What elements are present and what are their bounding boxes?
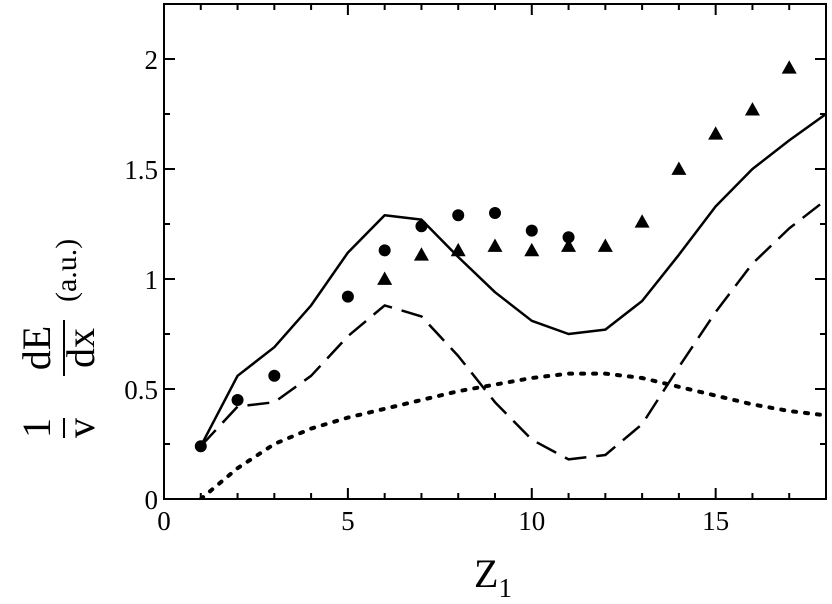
triangle-marker [413,247,429,261]
y-tick-label: 1.5 [124,155,158,185]
y-label-frac1-num: 1 [14,418,59,438]
circle-marker [452,209,465,222]
y-axis-label: 1 v dE dx (a.u.) [14,239,103,438]
triangle-marker [524,242,540,257]
x-tick-label: 10 [518,506,545,536]
triangle-marker [487,238,503,252]
triangle-marker [597,238,613,252]
tick-labels: 0 5 10 15 0 0.5 1 1.5 2 [124,45,729,536]
x-tick-label: 0 [157,506,171,536]
circle-marker [268,369,281,382]
x-axis-label: Z1 [474,551,512,603]
triangle-marker [561,238,577,252]
plot-lines [198,112,826,499]
y-label-frac2-num: dE [14,326,59,370]
y-tick-label: 0.5 [124,375,158,405]
x-tick-label: 5 [341,506,355,536]
y-tick-label: 1 [145,265,159,295]
triangle-marker [708,126,724,140]
y-tick-label: 2 [145,45,159,75]
circle-marker [415,220,428,233]
plot-markers [194,60,797,453]
series-line-solid [199,112,826,447]
circle-marker [378,244,391,257]
axis-ticks [163,3,827,500]
x-axis-label-sub: 1 [498,573,512,603]
triangle-marker [377,271,393,285]
circle-marker [341,290,354,303]
circle-marker [231,394,244,406]
x-axis-label-main: Z [474,551,498,596]
triangle-marker [781,60,797,74]
circle-marker [489,207,501,219]
circle-marker [562,231,575,244]
circle-marker [525,224,538,237]
triangle-marker [634,214,650,228]
y-tick-label: 0 [145,485,159,515]
triangle-marker [744,102,760,116]
y-label-frac1-den: v [58,418,103,438]
triangle-marker [671,161,687,175]
triangle-marker [450,242,466,257]
series-line-dotted [198,371,826,499]
y-label-unit: (a.u.) [50,239,83,302]
y-label-frac2-den: dx [58,328,103,368]
series-line-dashed [199,198,826,461]
x-tick-label: 15 [702,506,729,536]
circle-marker [194,440,207,453]
